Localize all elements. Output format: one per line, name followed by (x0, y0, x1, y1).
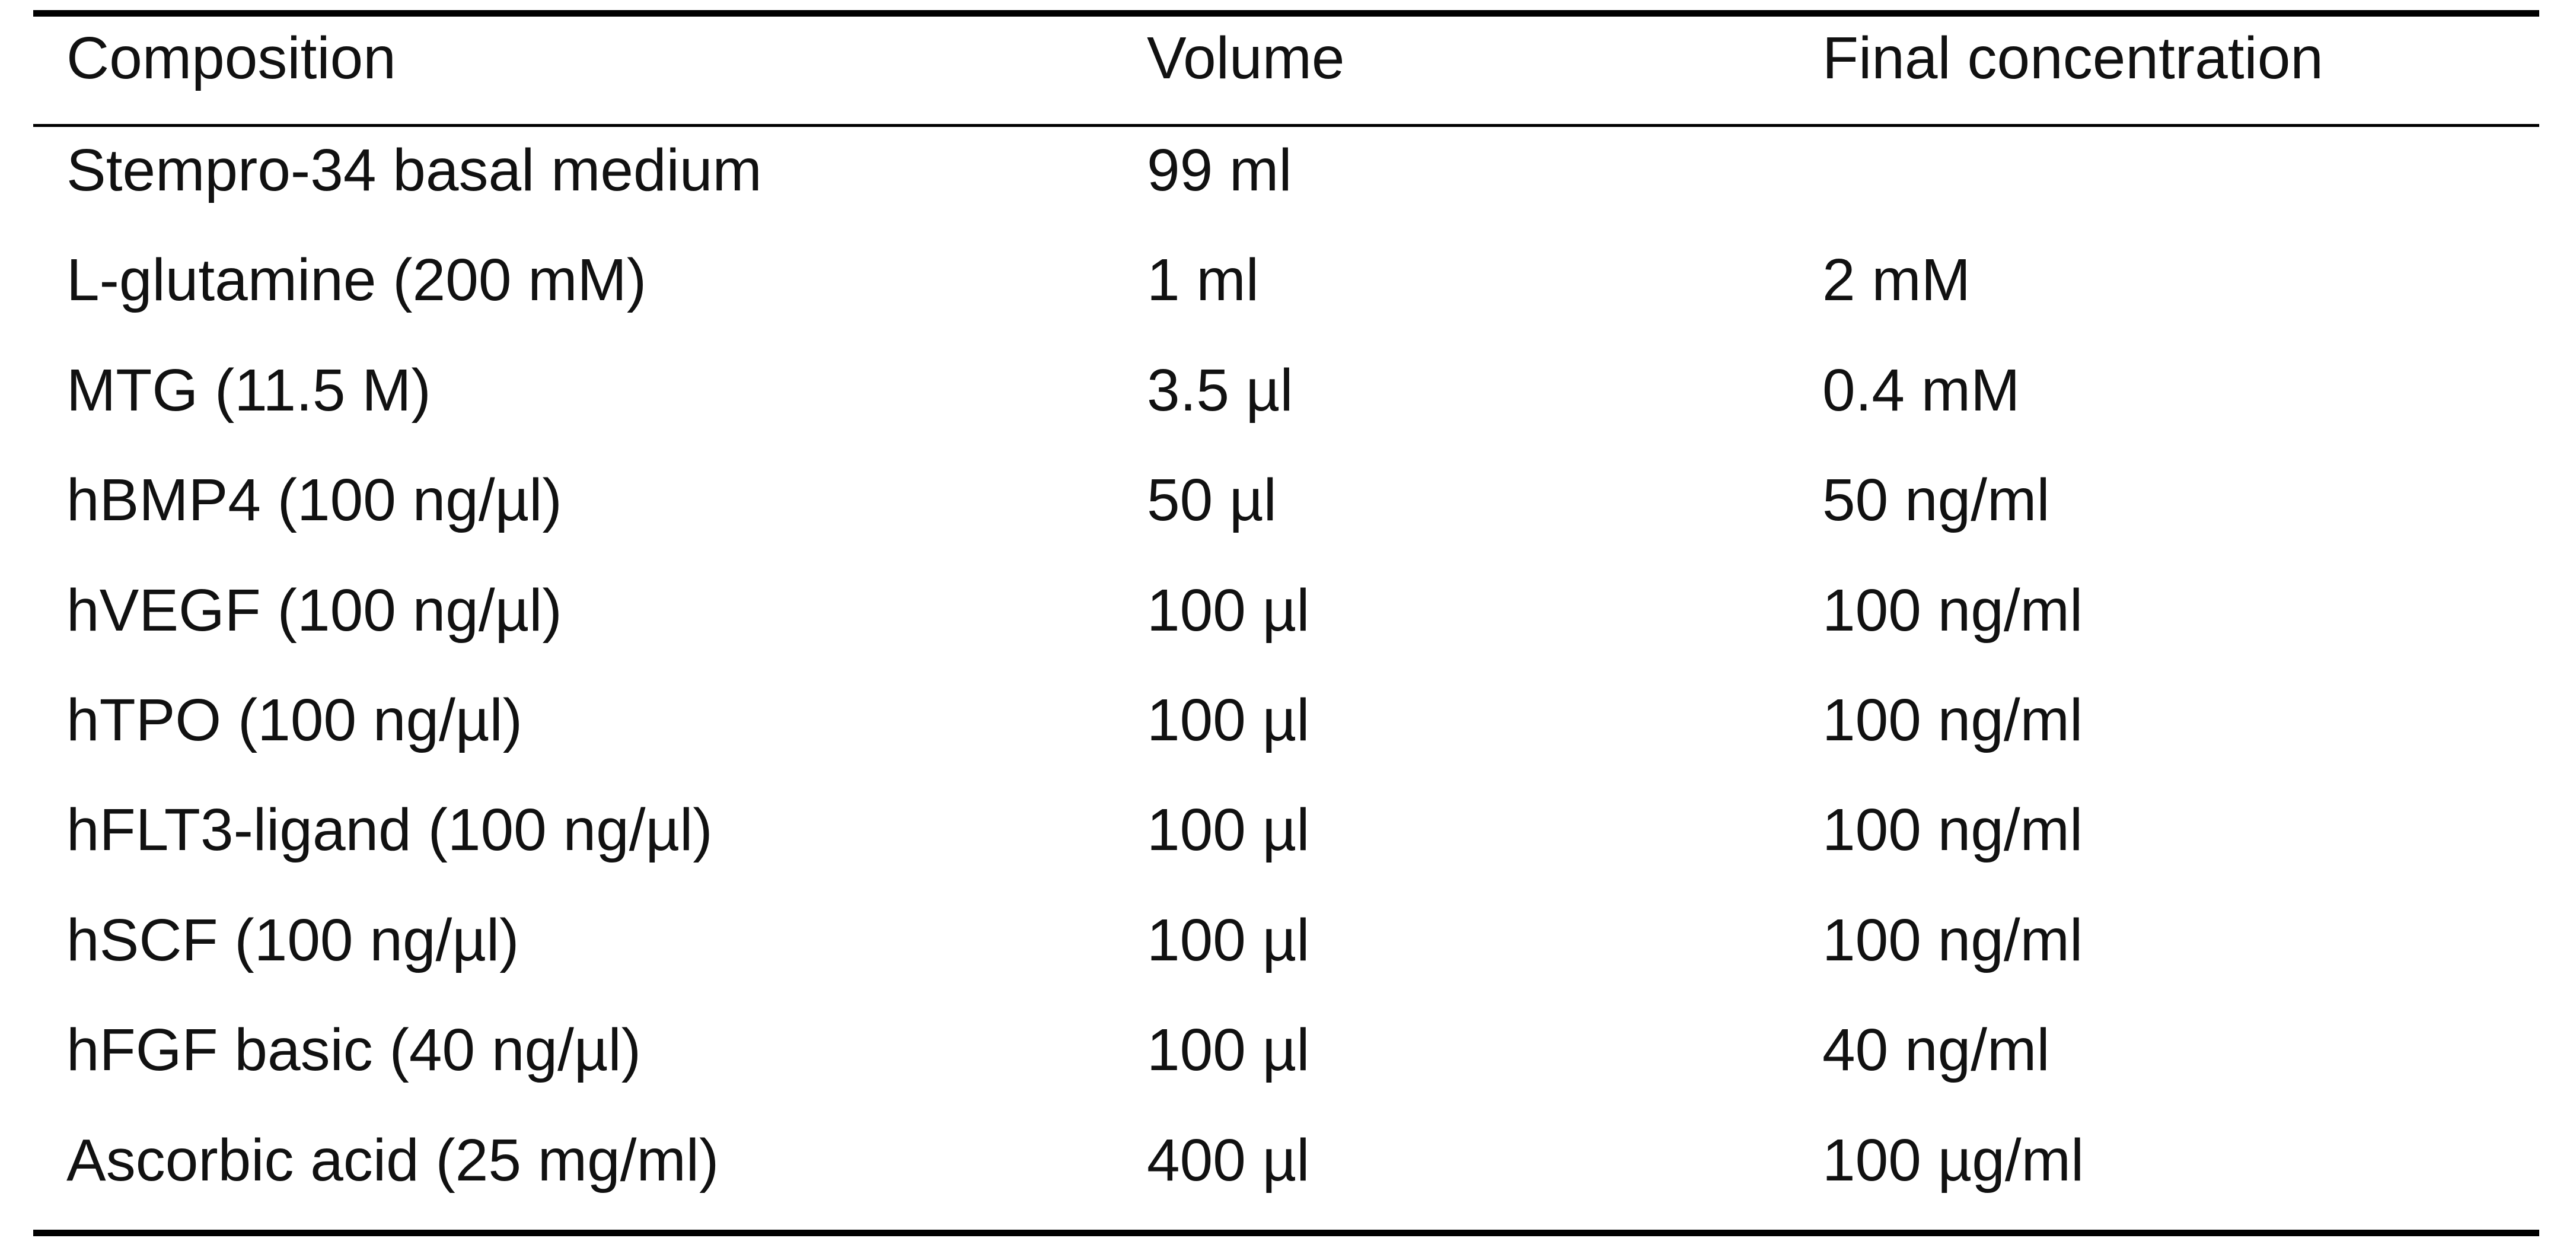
table-cell: 0.4 mM (1822, 357, 2020, 424)
table-cell: Ascorbic acid (25 mg/ml) (66, 1126, 719, 1194)
table-cell: hFLT3-ligand (100 ng/µl) (66, 797, 713, 864)
table-cell: hVEGF (100 ng/µl) (66, 577, 562, 644)
table-cell: 100 µl (1147, 797, 1310, 864)
table-cell: 100 µl (1147, 687, 1310, 753)
header-rule (33, 124, 2539, 127)
table-cell: hBMP4 (100 ng/µl) (66, 467, 562, 534)
table-cell: 50 ng/ml (1822, 467, 2050, 534)
table-cell: 100 µl (1147, 1017, 1310, 1084)
table-cell: 40 ng/ml (1822, 1017, 2050, 1084)
table-cell: hTPO (100 ng/µl) (66, 687, 523, 753)
table-cell: 3.5 µl (1147, 357, 1293, 424)
table-cell: hSCF (100 ng/µl) (66, 906, 519, 973)
table-cell: 100 ng/ml (1822, 906, 2083, 973)
table-cell: 100 ng/ml (1822, 797, 2083, 864)
table-cell: 100 ng/ml (1822, 687, 2083, 753)
table-cell: 100 µg/ml (1822, 1126, 2084, 1194)
bottom-rule (33, 1230, 2539, 1236)
table-cell: 99 ml (1147, 137, 1292, 203)
top-rule (33, 10, 2539, 17)
table-cell: 100 ng/ml (1822, 577, 2083, 644)
table-cell: L-glutamine (200 mM) (66, 247, 647, 314)
table-cell: 100 µl (1147, 577, 1310, 644)
table-cell: 400 µl (1147, 1126, 1310, 1194)
header-cell: Final concentration (1822, 25, 2323, 91)
table-cell: Stempro-34 basal medium (66, 137, 762, 203)
table-cell: 100 µl (1147, 906, 1310, 973)
header-cell: Volume (1147, 25, 1345, 91)
table-cell: 2 mM (1822, 247, 1971, 314)
table-cell: hFGF basic (40 ng/µl) (66, 1017, 642, 1084)
table-cell: 50 µl (1147, 467, 1277, 534)
table-cell: MTG (11.5 M) (66, 357, 431, 424)
header-cell: Composition (66, 25, 396, 91)
table-cell: 1 ml (1147, 247, 1259, 314)
